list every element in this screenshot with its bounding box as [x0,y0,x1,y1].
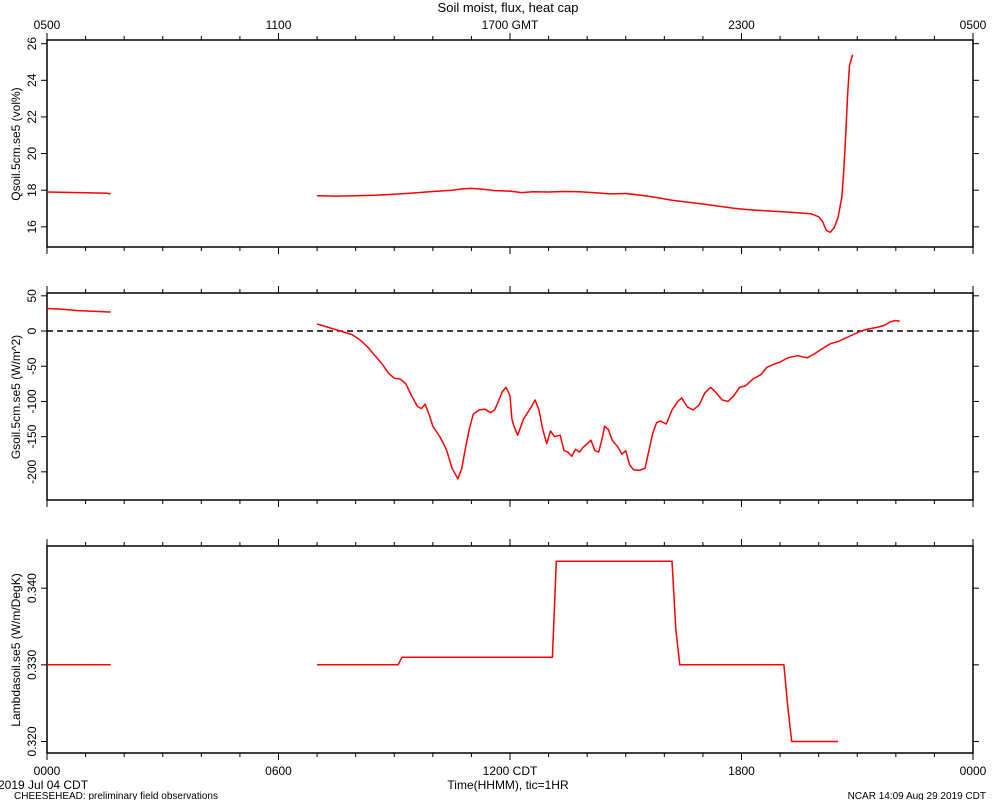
plot-frame [46,39,974,248]
panel-ylabel: Lambdasoil.se5 (W/m/DegK) [9,573,23,726]
top-axis-labels: 0500 1100 1700 GMT 2300 0500 [34,18,987,32]
panel-ylabel: Qsoil.5cm.se5 (vol%) [9,87,23,200]
y-tick-label: -100 [25,389,39,413]
y-tick-label: 22 [25,110,39,124]
top-axis-tick-label: 0500 [34,18,61,32]
y-tick-label: 0.340 [25,573,39,603]
bottom-axis-tick-label: 0000 [960,764,987,778]
y-tick-label: 26 [25,37,39,51]
top-axis-tick-label: 0500 [960,18,987,32]
y-tick-label: -50 [25,357,39,375]
bottom-axis-tick-label: 1800 [728,764,755,778]
bottom-axis-tick-label: 1200 CDT [483,764,538,778]
panel-thermal-conductivity: Lambdasoil.se5 (W/m/DegK) 0.320 0.330 0.34… [9,539,979,760]
y-tick-label: 18 [25,183,39,197]
series-line [317,560,838,743]
series-line [46,307,111,313]
bottom-axis-tick-label: 0600 [265,764,292,778]
panel-soil-heat-flux: Gsoil.5cm.se5 (W/m^2) 50 0 -50 -100 -150 -200 [9,286,979,507]
series-line [46,191,111,195]
panel-ylabel: Gsoil.5cm.se5 (W/m^2) [9,335,23,459]
bottom-axis-labels: 0000 0600 1200 CDT 1800 0000 [34,764,987,778]
series-line [317,54,854,234]
chart-title: Soil moist, flux, heat cap [438,0,579,15]
credit-label: NCAR 14:09 Aug 29 2019 CDT [848,791,986,800]
y-tick-label: 0.320 [25,726,39,756]
y-tick-label: -150 [25,424,39,448]
date-label: 2019 Jul 04 CDT [0,778,89,792]
top-axis-tick-label: 2300 [728,18,755,32]
plot-frame [46,545,974,754]
y-tick-label: 0 [25,327,39,334]
y-tick-label: 0.330 [25,649,39,679]
series-line [316,319,900,480]
y-tick-label: 16 [25,220,39,234]
top-axis-tick-label: 1100 [266,18,292,32]
project-label: CHEESEHEAD: preliminary field observatio… [14,791,218,800]
bottom-axis-tick-label: 0000 [34,764,61,778]
x-axis-label: Time(HHMM), tic=1HR [447,778,569,792]
y-tick-label: -200 [25,460,39,484]
panel-soil-moisture: Qsoil.5cm.se5 (vol%) 16 18 20 22 24 26 [9,33,979,254]
y-tick-label: 20 [25,147,39,161]
y-tick-label: 50 [25,289,39,303]
y-tick-label: 24 [25,73,39,87]
top-axis-tick-label: 1700 GMT [482,18,539,32]
